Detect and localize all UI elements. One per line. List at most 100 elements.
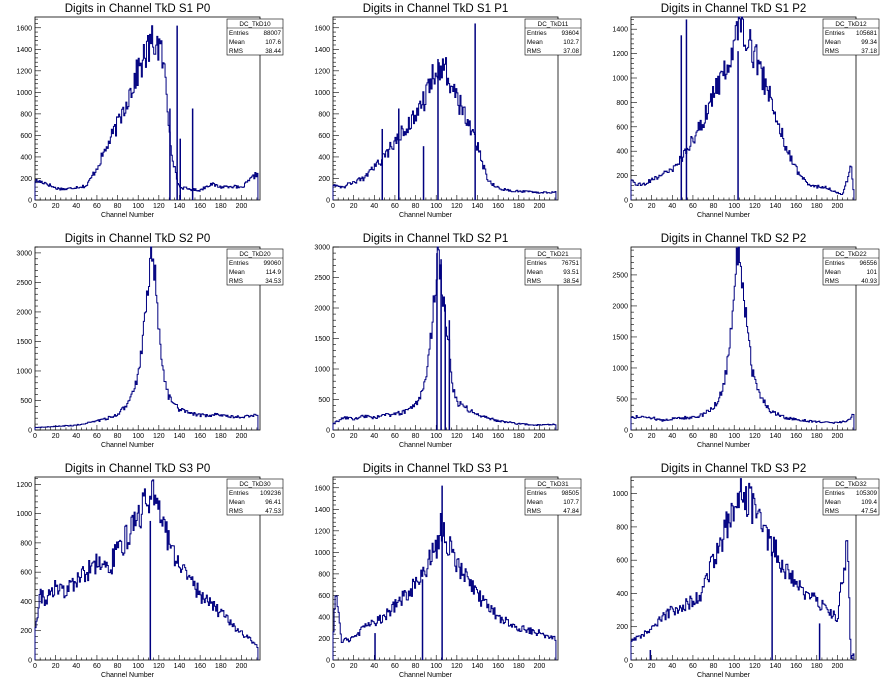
y-tick-label: 2000 [16,309,32,316]
x-tick-label: 100 [132,433,144,440]
spike-bin [771,551,773,660]
chart-title: Digits in Channel TkD S1 P1 [363,3,509,15]
x-tick-label: 40 [668,433,676,440]
y-tick-label: 400 [20,154,32,161]
x-tick-label: 40 [72,433,80,440]
stats-box: DC_TkD10 Entries 88007 Mean 107.6 RMS 38.44 [226,18,284,56]
y-tick-label: 1200 [16,68,32,75]
y-tick-label: 1400 [314,47,330,54]
x-tick-label: 200 [534,433,546,440]
y-tick-label: 400 [616,591,628,598]
stats-histogram-name: DC_TkD30 [239,481,271,488]
y-tick-label: 1000 [16,368,32,375]
chart-title: Digits in Channel TkD S2 P0 [65,233,211,245]
x-tick-label: 180 [811,203,823,210]
stats-mean-value: 96.41 [265,499,281,506]
y-tick-label: 1000 [612,365,628,372]
plot-frame [34,16,261,201]
x-tick-label: 180 [513,433,525,440]
y-tick-label: 1000 [612,491,628,498]
y-tick-label: 600 [20,133,32,140]
x-tick-label: 0 [33,203,37,210]
x-tick-label: 180 [513,203,525,210]
x-tick-label: 80 [710,663,718,670]
x-tick-label: 80 [710,433,718,440]
y-tick-label: 400 [318,154,330,161]
stats-rms-value: 37.08 [563,48,579,55]
stats-box-frame [524,18,582,56]
y-tick-label: 1200 [314,528,330,535]
plot-frame [630,476,857,661]
stats-mean-label: Mean [825,269,841,276]
x-tick-label: 140 [174,663,186,670]
stats-rms-value: 47.54 [861,508,877,515]
stats-entries-label: Entries [527,490,547,497]
x-tick-label: 0 [331,203,335,210]
x-tick-label: 80 [412,433,420,440]
y-tick-label: 600 [318,593,330,600]
x-tick-label: 100 [132,663,144,670]
x-tick-label: 120 [451,433,463,440]
stats-histogram-name: DC_TkD22 [835,251,867,258]
stats-box-frame [524,478,582,516]
x-tick-label: 40 [370,433,378,440]
x-tick-label: 140 [472,663,484,670]
y-tick-label: 200 [318,636,330,643]
histogram-series [34,479,259,660]
stats-mean-label: Mean [527,39,543,46]
stats-entries-value: 96556 [859,260,877,267]
y-tick-label: 1500 [16,339,32,346]
stats-rms-value: 40.93 [861,278,877,285]
y-tick-label: 600 [616,124,628,131]
stats-histogram-name: DC_TkD20 [239,251,271,258]
y-tick-label: 0 [326,198,330,205]
chart-title: Digits in Channel TkD S3 P1 [363,463,509,475]
x-axis-label: Channel Number [399,672,453,679]
x-tick-label: 40 [72,663,80,670]
x-tick-label: 0 [629,663,633,670]
spike-bin [149,520,152,660]
stats-box-frame [226,18,284,56]
spike-bin [680,35,683,200]
spike-bin [169,108,171,200]
stats-rms-label: RMS [825,48,839,55]
histogram-panel: Digits in Channel TkD S2 P0 0 20 40 60 80 100 1… [16,233,284,449]
y-tick-label: 600 [616,558,628,565]
x-tick-label: 200 [534,663,546,670]
y-tick-label: 1600 [314,25,330,32]
histogram-series [630,478,855,660]
y-tick-label: 500 [20,398,32,405]
y-tick-label: 1600 [16,25,32,32]
y-tick-label: 0 [28,198,32,205]
y-tick-label: 2000 [314,306,330,313]
chart-title: Digits in Channel TkD S2 P2 [661,233,807,245]
x-tick-label: 0 [629,433,633,440]
x-tick-label: 120 [749,203,761,210]
histogram-panel: Digits in Channel TkD S3 P1 0 20 40 60 80 100 1… [314,463,582,679]
stats-rms-label: RMS [229,48,243,55]
stats-mean-value: 109.4 [861,499,877,506]
x-tick-label: 200 [236,663,248,670]
stats-rms-label: RMS [527,508,541,515]
x-tick-label: 180 [811,663,823,670]
stats-rms-value: 34.53 [265,278,281,285]
x-tick-label: 60 [391,433,399,440]
x-tick-label: 20 [52,663,60,670]
histogram-panel: Digits in Channel TkD S2 P1 0 20 40 60 80 100 1… [314,233,582,449]
x-tick-label: 200 [534,203,546,210]
x-tick-label: 40 [370,203,378,210]
y-tick-label: 1400 [612,27,628,34]
stats-histogram-name: DC_TkD31 [537,481,569,488]
x-tick-label: 160 [492,433,504,440]
stats-mean-label: Mean [825,39,841,46]
x-tick-label: 120 [153,203,165,210]
histogram-series [34,25,259,200]
y-tick-label: 1000 [16,511,32,518]
stats-entries-label: Entries [825,30,845,37]
x-tick-label: 60 [391,203,399,210]
y-tick-label: 2500 [314,275,330,282]
x-tick-label: 80 [114,433,122,440]
stats-mean-label: Mean [229,499,245,506]
stats-entries-label: Entries [229,490,249,497]
histogram-series [34,246,259,430]
